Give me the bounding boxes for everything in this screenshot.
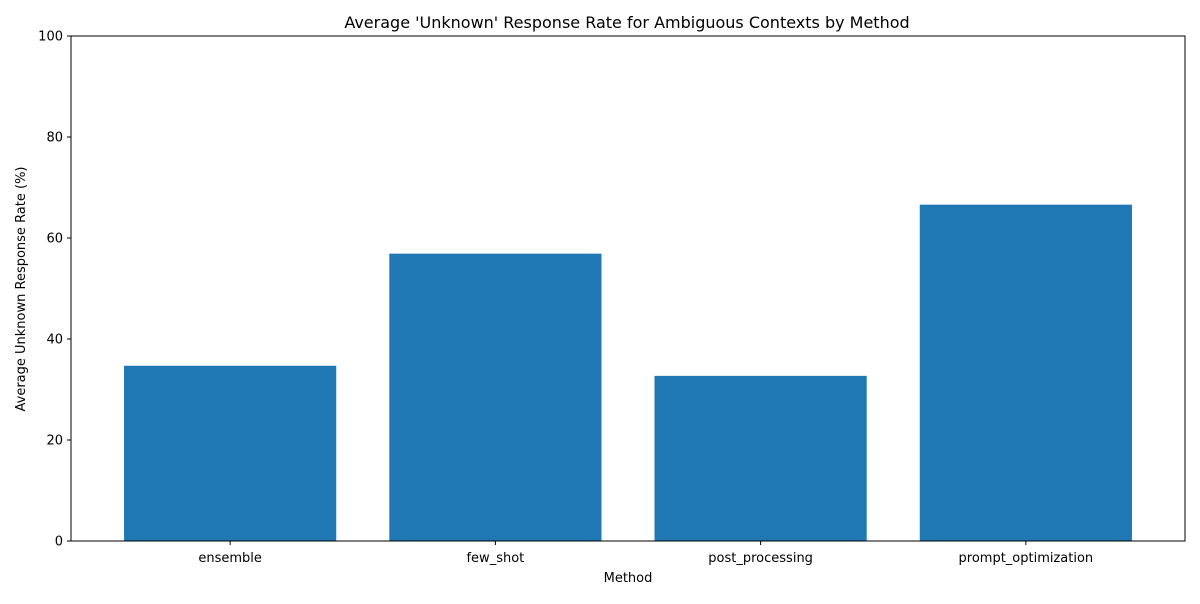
y-tick-label: 80 (46, 131, 63, 146)
y-tick-label: 60 (46, 232, 63, 247)
chart-title: Average 'Unknown' Response Rate for Ambi… (344, 13, 909, 32)
x-axis-ticks: ensemble few_shot post_processing prompt_op… (198, 541, 1093, 566)
bar-prompt_optimization (919, 204, 1132, 542)
plot-frame (70, 35, 1186, 542)
y-tick-label: 40 (46, 333, 63, 348)
bar-post_processing (654, 375, 867, 541)
y-tick-label: 0 (55, 535, 63, 550)
y-axis-ticks: 0 20 40 60 80 100 (38, 30, 71, 550)
x-tick-label: few_shot (466, 551, 524, 566)
bar-ensemble (124, 365, 337, 541)
bars (124, 204, 1132, 542)
x-tick-label: prompt_optimization (959, 551, 1094, 566)
x-tick-label: post_processing (708, 551, 813, 566)
x-axis-title: Method (604, 571, 653, 586)
y-tick-label: 20 (46, 434, 63, 449)
y-axis-title: Average Unknown Response Rate (%) (14, 166, 29, 411)
y-tick-label: 100 (38, 30, 63, 45)
x-tick-label: ensemble (198, 551, 262, 566)
bar-few_shot (389, 253, 602, 541)
